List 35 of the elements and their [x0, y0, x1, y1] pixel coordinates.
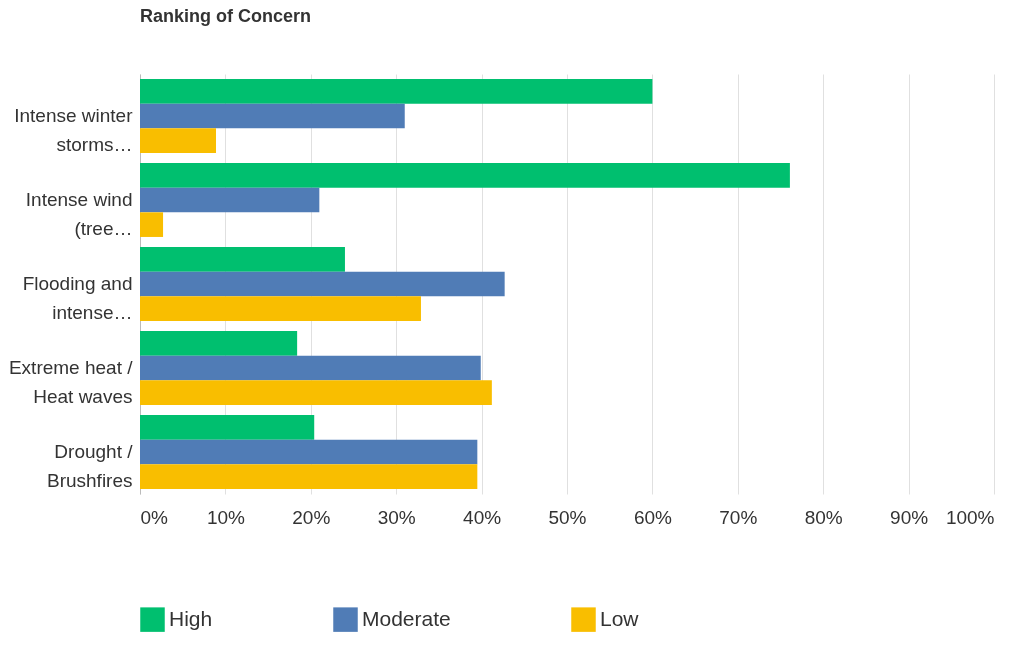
bar: [140, 212, 164, 237]
bar: [140, 103, 405, 129]
y-tick-label: Intense wind (tree…: [25, 189, 133, 239]
x-tick-label: 100%: [945, 506, 995, 528]
x-tick-label: 20%: [292, 506, 331, 528]
bar: [140, 415, 315, 440]
chart-title: Ranking of Concern: [140, 6, 312, 26]
bar: [140, 128, 217, 153]
x-tick-label: 30%: [377, 506, 416, 528]
legend-label: Low: [600, 606, 640, 630]
x-tick-label: 70%: [719, 506, 758, 528]
x-tick-label: 10%: [206, 506, 246, 528]
y-tick-label: Drought / Brushfires: [46, 441, 134, 491]
x-tick-label: 60%: [633, 506, 673, 528]
y-tick-label: Extreme heat / Heat waves: [8, 357, 134, 407]
legend-label: High: [169, 606, 213, 630]
x-tick-label: 90%: [890, 506, 929, 528]
x-tick-label: 50%: [548, 506, 587, 528]
bar: [140, 331, 298, 356]
x-tick-label: 80%: [804, 506, 843, 528]
bar: [140, 163, 790, 188]
bar: [140, 271, 505, 297]
bar: [140, 380, 492, 405]
bar: [140, 355, 481, 381]
bar: [140, 464, 478, 489]
bar: [140, 247, 345, 272]
bar: [140, 296, 421, 321]
y-tick-label: Intense winter storms…: [14, 105, 134, 155]
x-tick-label: 40%: [463, 506, 502, 528]
y-tick-label: Flooding and intense…: [22, 273, 133, 323]
bar: [140, 79, 653, 104]
bar: [140, 187, 320, 213]
x-tick-label: 0%: [140, 506, 169, 528]
legend-label: Moderate: [362, 606, 451, 630]
bar: [140, 439, 478, 465]
